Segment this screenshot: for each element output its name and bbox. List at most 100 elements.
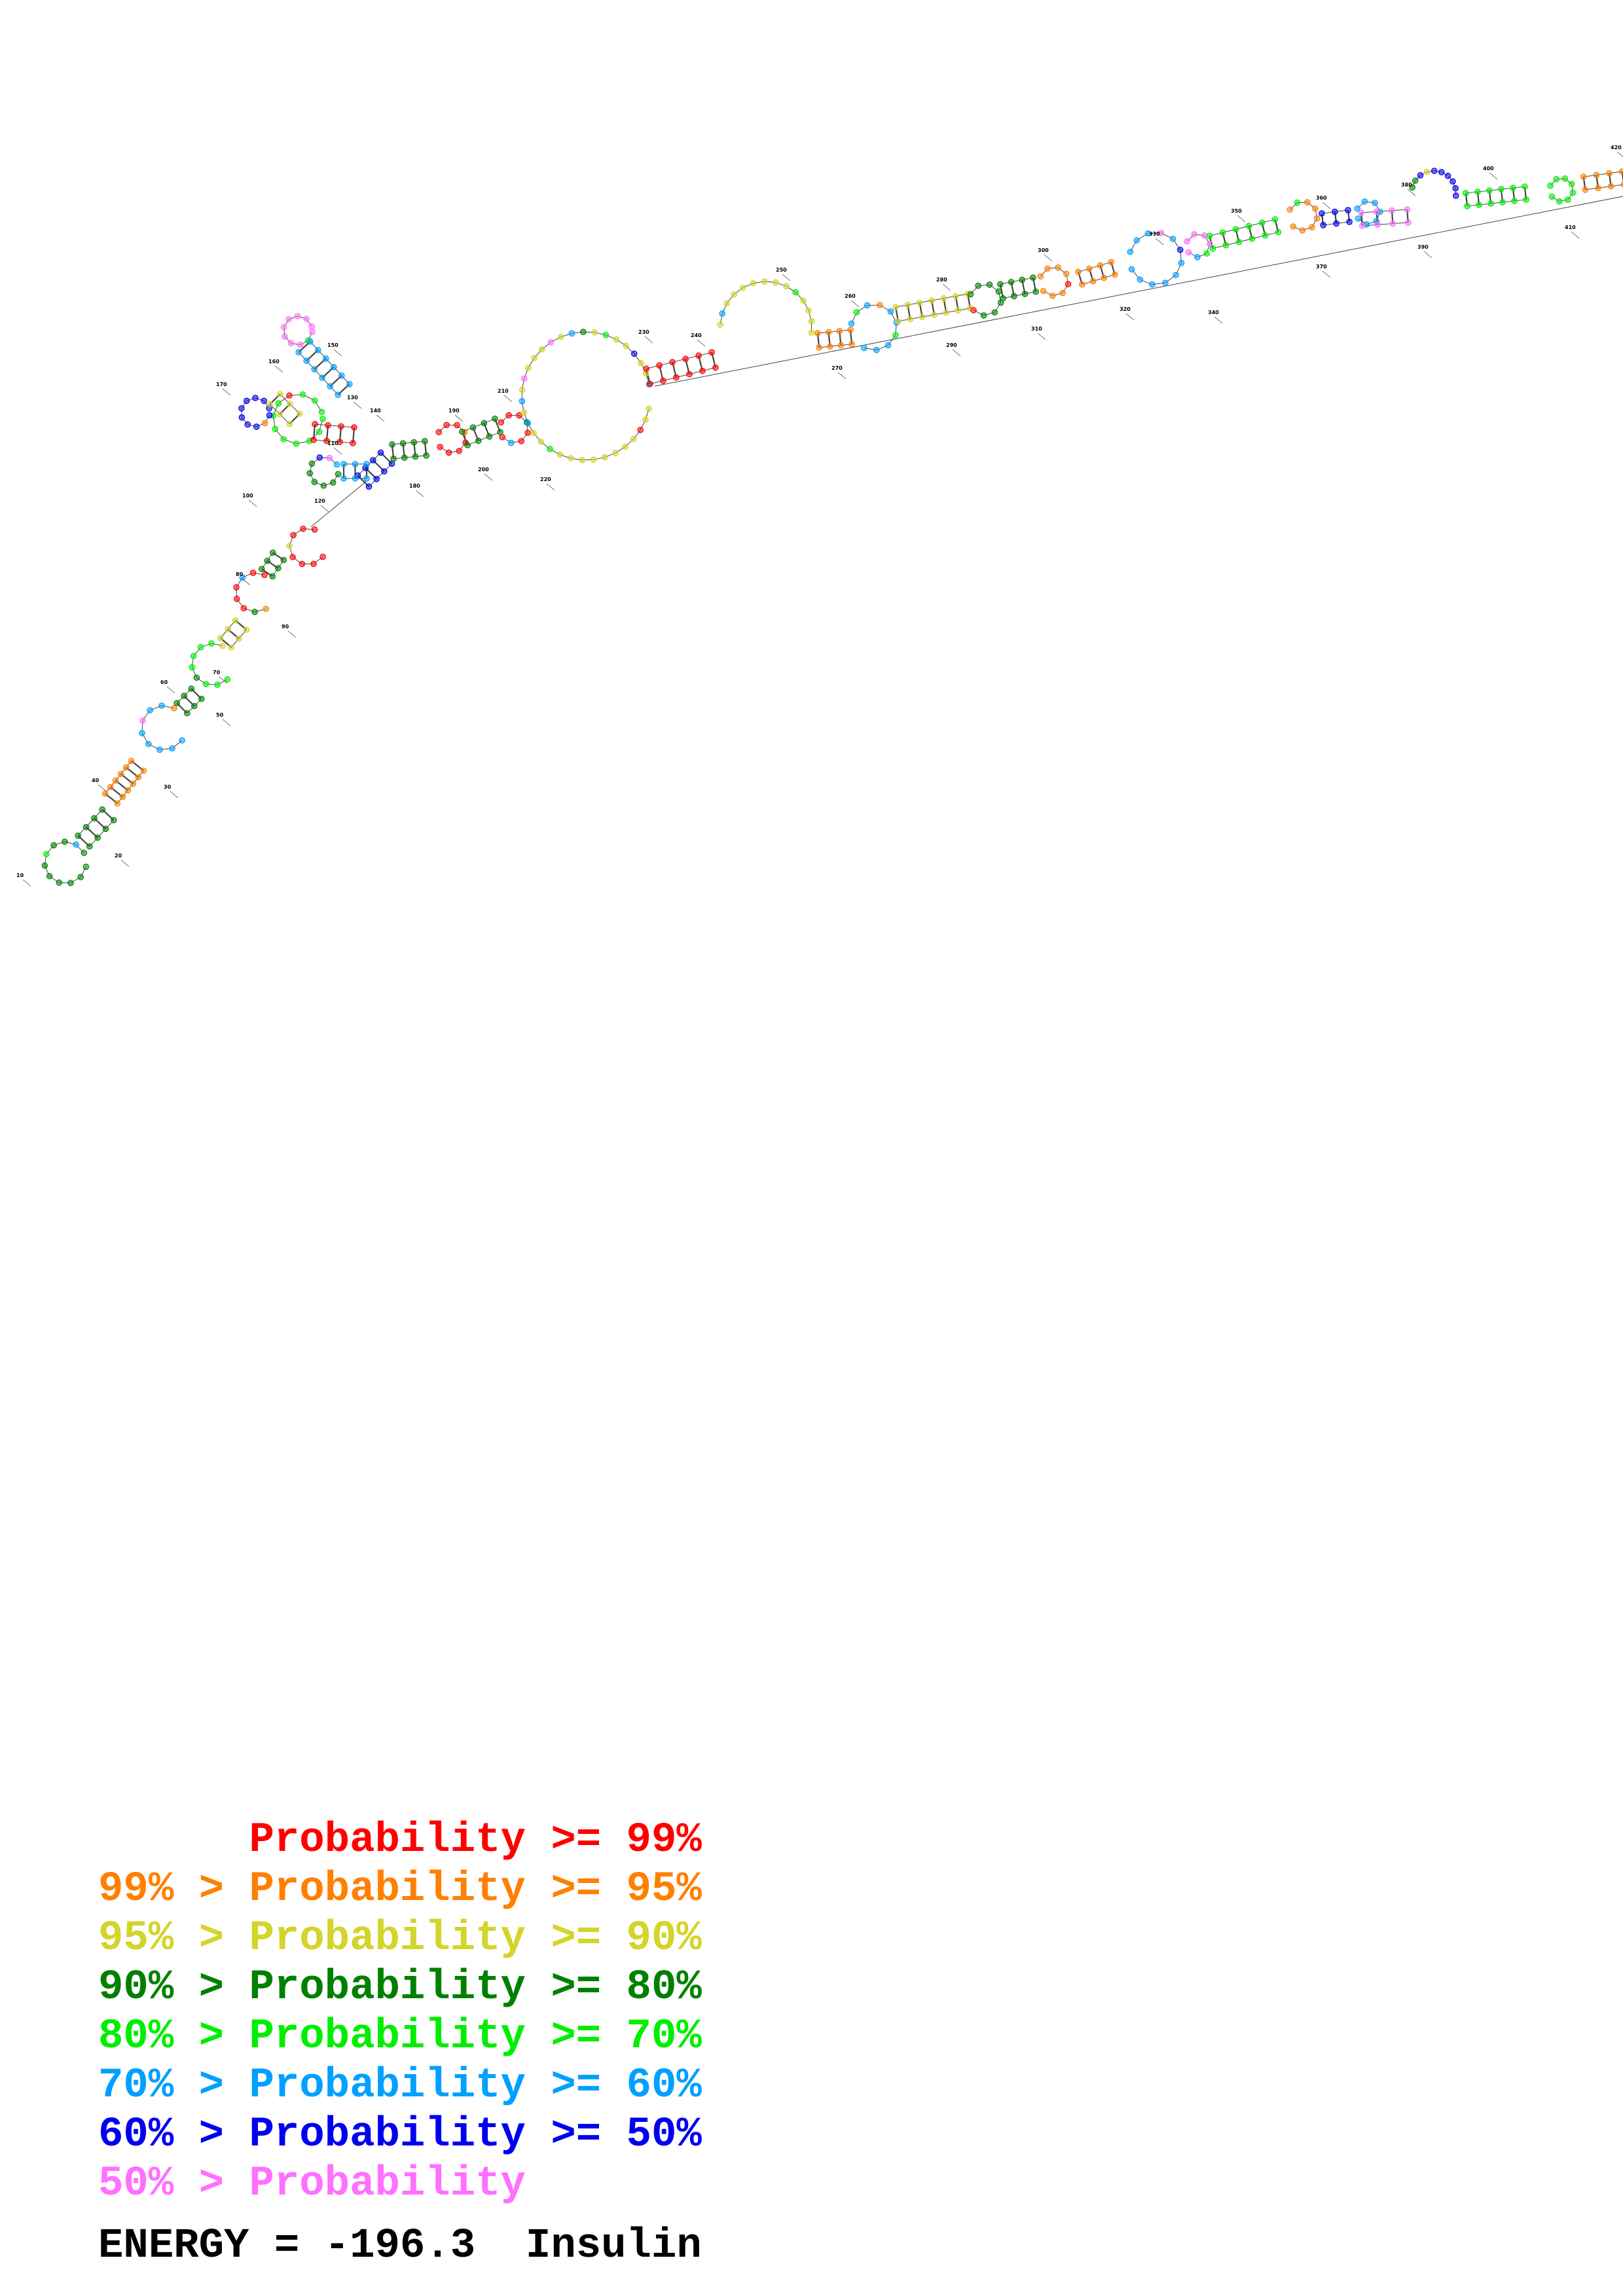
- nucleotide: [739, 284, 746, 291]
- nucleotide: [1487, 200, 1494, 207]
- nucleotide: [524, 429, 531, 437]
- nucleotide: [337, 439, 343, 446]
- backbone-segment: [1003, 291, 1036, 299]
- nucleotide: [43, 851, 50, 857]
- nucleotide: [630, 350, 638, 357]
- nucleotide: [276, 391, 283, 398]
- nucleotide: [916, 299, 923, 306]
- nucleotide: [310, 560, 317, 567]
- nucleotide: [1431, 168, 1438, 174]
- nucleotide: [1580, 173, 1587, 180]
- nucleotide: [1299, 227, 1306, 234]
- position-label: 10: [16, 872, 24, 878]
- nucleotide: [214, 681, 221, 689]
- position-label: 310: [1031, 326, 1042, 332]
- nucleotide: [1162, 279, 1169, 286]
- nucleotide: [602, 332, 610, 338]
- nucleotide: [316, 428, 323, 435]
- nucleotide: [1374, 221, 1381, 228]
- backbone-segment: [313, 439, 354, 444]
- nucleotide: [601, 454, 608, 461]
- nucleotide: [547, 339, 555, 346]
- nucleotide: [77, 874, 84, 880]
- nucleotide: [326, 454, 333, 461]
- nucleotide: [119, 793, 126, 800]
- nucleotide: [1412, 177, 1419, 184]
- nucleotide: [308, 460, 316, 467]
- nucleotide: [525, 365, 532, 371]
- nucleotide: [171, 705, 177, 711]
- nucleotide: [308, 323, 315, 330]
- nucleotide: [1607, 183, 1614, 190]
- legend-lower: 70% >: [98, 2062, 249, 2109]
- nucleotide: [1346, 219, 1353, 225]
- position-tick: [1237, 215, 1246, 223]
- nucleotide: [970, 307, 977, 314]
- nucleotide: [1275, 228, 1282, 236]
- nucleotide: [202, 681, 210, 688]
- nucleotide: [269, 573, 276, 580]
- legend-upper: >= 70%: [525, 2013, 702, 2060]
- legend-word: Probability: [249, 2161, 526, 2208]
- position-tick: [1155, 238, 1164, 245]
- nucleotide: [373, 476, 380, 482]
- legend-lower: 95% >: [98, 1915, 249, 1962]
- nucleotide: [114, 800, 121, 807]
- nucleotide: [1358, 209, 1365, 216]
- position-tick: [1322, 202, 1331, 209]
- legend-upper: >= 80%: [525, 1964, 702, 2011]
- nucleotide: [117, 770, 124, 778]
- position-tick: [1322, 270, 1331, 278]
- nucleotide: [986, 281, 993, 288]
- nucleotide: [750, 279, 757, 287]
- nucleotide: [99, 806, 105, 813]
- position-label: 190: [448, 408, 460, 414]
- nucleotide: [1127, 248, 1134, 255]
- nucleotide: [1112, 271, 1118, 278]
- nucleotide: [1059, 289, 1066, 296]
- nucleotide: [1354, 205, 1360, 212]
- nucleotide: [547, 446, 553, 452]
- nucleotide: [323, 437, 330, 444]
- nucleotide: [240, 605, 247, 612]
- nucleotide: [1333, 220, 1340, 227]
- legend-word: Probability: [249, 1964, 526, 2011]
- nucleotide: [669, 359, 676, 366]
- nucleotide: [363, 461, 370, 467]
- nucleotide: [299, 560, 306, 567]
- nucleotide: [1173, 272, 1179, 278]
- nucleotide: [311, 366, 318, 372]
- nucleotide: [1498, 186, 1504, 192]
- nucleotide: [140, 767, 147, 774]
- nucleotide: [580, 329, 587, 335]
- nucleotide: [238, 405, 245, 412]
- nucleotide: [315, 347, 321, 353]
- position-label: 350: [1231, 208, 1242, 214]
- nucleotide: [94, 834, 101, 841]
- nucleotide: [437, 444, 443, 450]
- legend-word: Probability: [249, 2062, 526, 2109]
- nucleotide: [1319, 210, 1325, 217]
- nucleotide: [864, 302, 871, 309]
- nucleotide: [370, 457, 376, 463]
- nucleotide: [338, 372, 345, 379]
- nucleotide: [107, 783, 114, 791]
- nucleotide: [486, 433, 493, 440]
- nucleotide: [1595, 185, 1601, 192]
- nucleotide: [1606, 170, 1613, 177]
- position-label: 250: [776, 267, 787, 273]
- nucleotide: [712, 364, 719, 371]
- nucleotide: [1564, 196, 1571, 203]
- nucleotide: [1510, 185, 1516, 191]
- position-label: 270: [831, 365, 843, 371]
- nucleotide: [997, 281, 1004, 288]
- nucleotide: [1582, 187, 1589, 193]
- nucleotide: [1194, 254, 1201, 260]
- position-label: 240: [691, 332, 702, 338]
- nucleotide: [338, 423, 344, 430]
- position-tick: [219, 676, 228, 684]
- position-tick: [242, 578, 251, 586]
- nucleotide: [306, 470, 314, 476]
- nucleotide: [422, 438, 428, 444]
- nucleotide: [1444, 172, 1451, 179]
